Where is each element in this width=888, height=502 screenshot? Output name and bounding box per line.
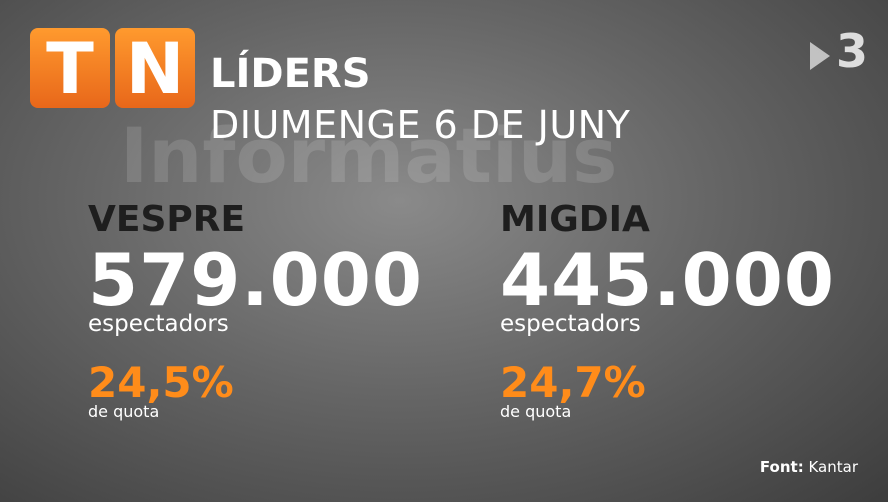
channel-logo: 3: [835, 24, 868, 78]
logo-letter: N: [115, 28, 195, 110]
share: 24,5%: [88, 358, 234, 407]
share-label: de quota: [500, 402, 572, 421]
share: 24,7%: [500, 358, 646, 407]
logo-letter: T: [30, 28, 110, 110]
source: Font: Kantar: [760, 460, 858, 475]
watermark: Informatius: [120, 111, 618, 200]
block-name: VESPRE: [88, 199, 246, 240]
block-name: MIGDIA: [500, 199, 650, 240]
viewers-label: espectadors: [500, 311, 641, 337]
share-label: de quota: [88, 402, 160, 421]
viewers-label: espectadors: [88, 311, 229, 337]
date: DIUMENGE 6 DE JUNY: [210, 103, 631, 147]
viewers: 445.000: [500, 238, 835, 322]
title: LÍDERS: [210, 51, 371, 97]
channel-mark: [810, 42, 830, 70]
source-label: Font:: [759, 458, 804, 476]
viewers: 579.000: [88, 238, 423, 322]
source-value: Kantar: [808, 458, 858, 476]
